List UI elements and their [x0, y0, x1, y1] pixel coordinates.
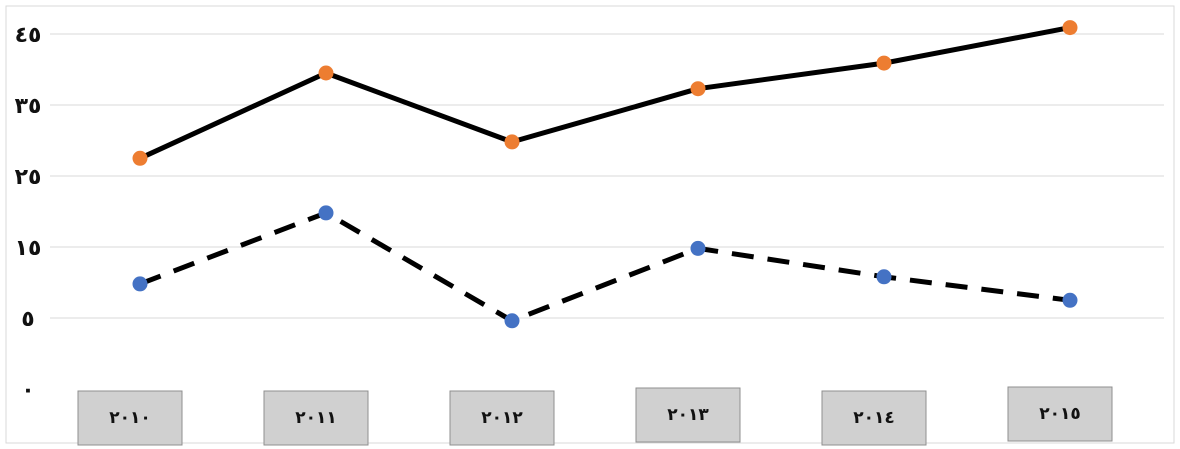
- y-axis-ticks: ٠ ٥ ١٥ ٢٥ ٣٥ ٤٥: [15, 23, 42, 403]
- x-label-box: [77, 390, 183, 446]
- y-tick-label: ٠: [21, 378, 34, 403]
- data-point: [318, 205, 334, 221]
- chart-border: [5, 5, 1175, 444]
- x-tick-label: ٢٠١٠: [109, 408, 151, 428]
- series-layer: [132, 20, 1078, 329]
- series-line-2: [139, 210, 1071, 324]
- y-tick-label: ٣٥: [15, 94, 42, 119]
- data-point: [504, 313, 520, 329]
- x-label-box: [821, 390, 927, 446]
- x-label-box: [263, 390, 369, 446]
- y-tick-label: ٢٥: [15, 165, 42, 190]
- data-point: [504, 134, 520, 150]
- data-point: [318, 65, 334, 81]
- gridlines: [50, 33, 1164, 319]
- x-tick-label: ٢٠١١: [295, 408, 337, 428]
- y-tick-label: ١٥: [15, 236, 42, 261]
- x-tick-label: ٢٠١٥: [1039, 404, 1081, 424]
- x-label-box: [1007, 386, 1113, 442]
- x-tick-label: ٢٠١٣: [667, 405, 709, 425]
- data-point: [876, 55, 892, 71]
- data-point: [132, 150, 148, 166]
- x-label-box: [635, 387, 741, 443]
- x-label-box: [449, 390, 555, 446]
- data-point: [690, 81, 706, 97]
- data-point: [1062, 292, 1078, 308]
- data-point: [690, 240, 706, 256]
- data-point: [876, 269, 892, 285]
- x-tick-label: ٢٠١٢: [481, 408, 523, 428]
- data-point: [1062, 20, 1078, 36]
- y-tick-label: ٥: [21, 307, 34, 332]
- data-point: [132, 276, 148, 292]
- x-tick-label: ٢٠١٤: [853, 408, 895, 428]
- series-line-1: [138, 25, 1071, 161]
- y-tick-label: ٤٥: [15, 23, 42, 48]
- x-axis-labels: ٢٠١٠ ٢٠١١ ٢٠١٢ ٢٠١٣ ٢٠١٤ ٢٠١٥: [77, 386, 1113, 446]
